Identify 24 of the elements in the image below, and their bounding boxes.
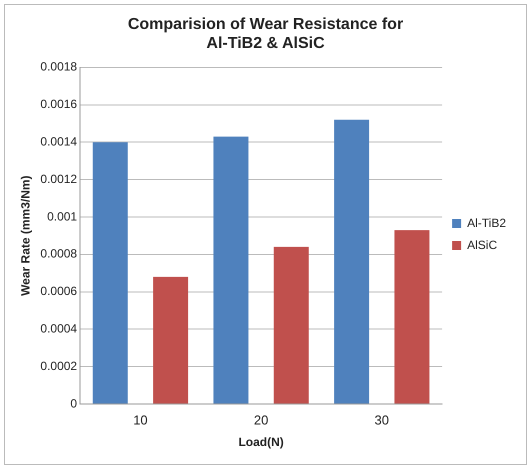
y-tick-label: 0.0012 (40, 172, 78, 186)
legend-label: Al-TiB2 (467, 216, 506, 230)
y-tick-label: 0.0018 (40, 60, 78, 74)
bar (213, 136, 248, 404)
x-tick-label: 20 (254, 412, 268, 428)
chart-title: Comparision of Wear Resistance for Al-TiB2 & AlSiC (128, 16, 404, 52)
x-tick-label: 30 (374, 412, 390, 428)
y-tick-label: 0 (70, 396, 78, 410)
bar (153, 276, 188, 404)
y-tick-label: 0.0014 (40, 134, 78, 149)
x-axis-title: Load(N) (238, 435, 284, 450)
bar (334, 120, 370, 404)
y-tick-label: 0.0002 (40, 358, 78, 373)
y-tick-label: 0.0006 (40, 284, 78, 298)
y-tick-label: 0.0016 (40, 97, 78, 112)
legend-label: AlSiC (467, 238, 498, 252)
y-tick-label: 0.0008 (40, 246, 78, 261)
y-tick-label: 0.0004 (40, 322, 78, 336)
x-tick-label: 10 (133, 412, 148, 428)
bar (274, 246, 309, 404)
bar (92, 142, 128, 404)
y-axis-title: Wear Rate (mm3/Nm) (18, 175, 33, 296)
bar (394, 230, 430, 404)
y-tick-label: 0.001 (47, 209, 78, 224)
